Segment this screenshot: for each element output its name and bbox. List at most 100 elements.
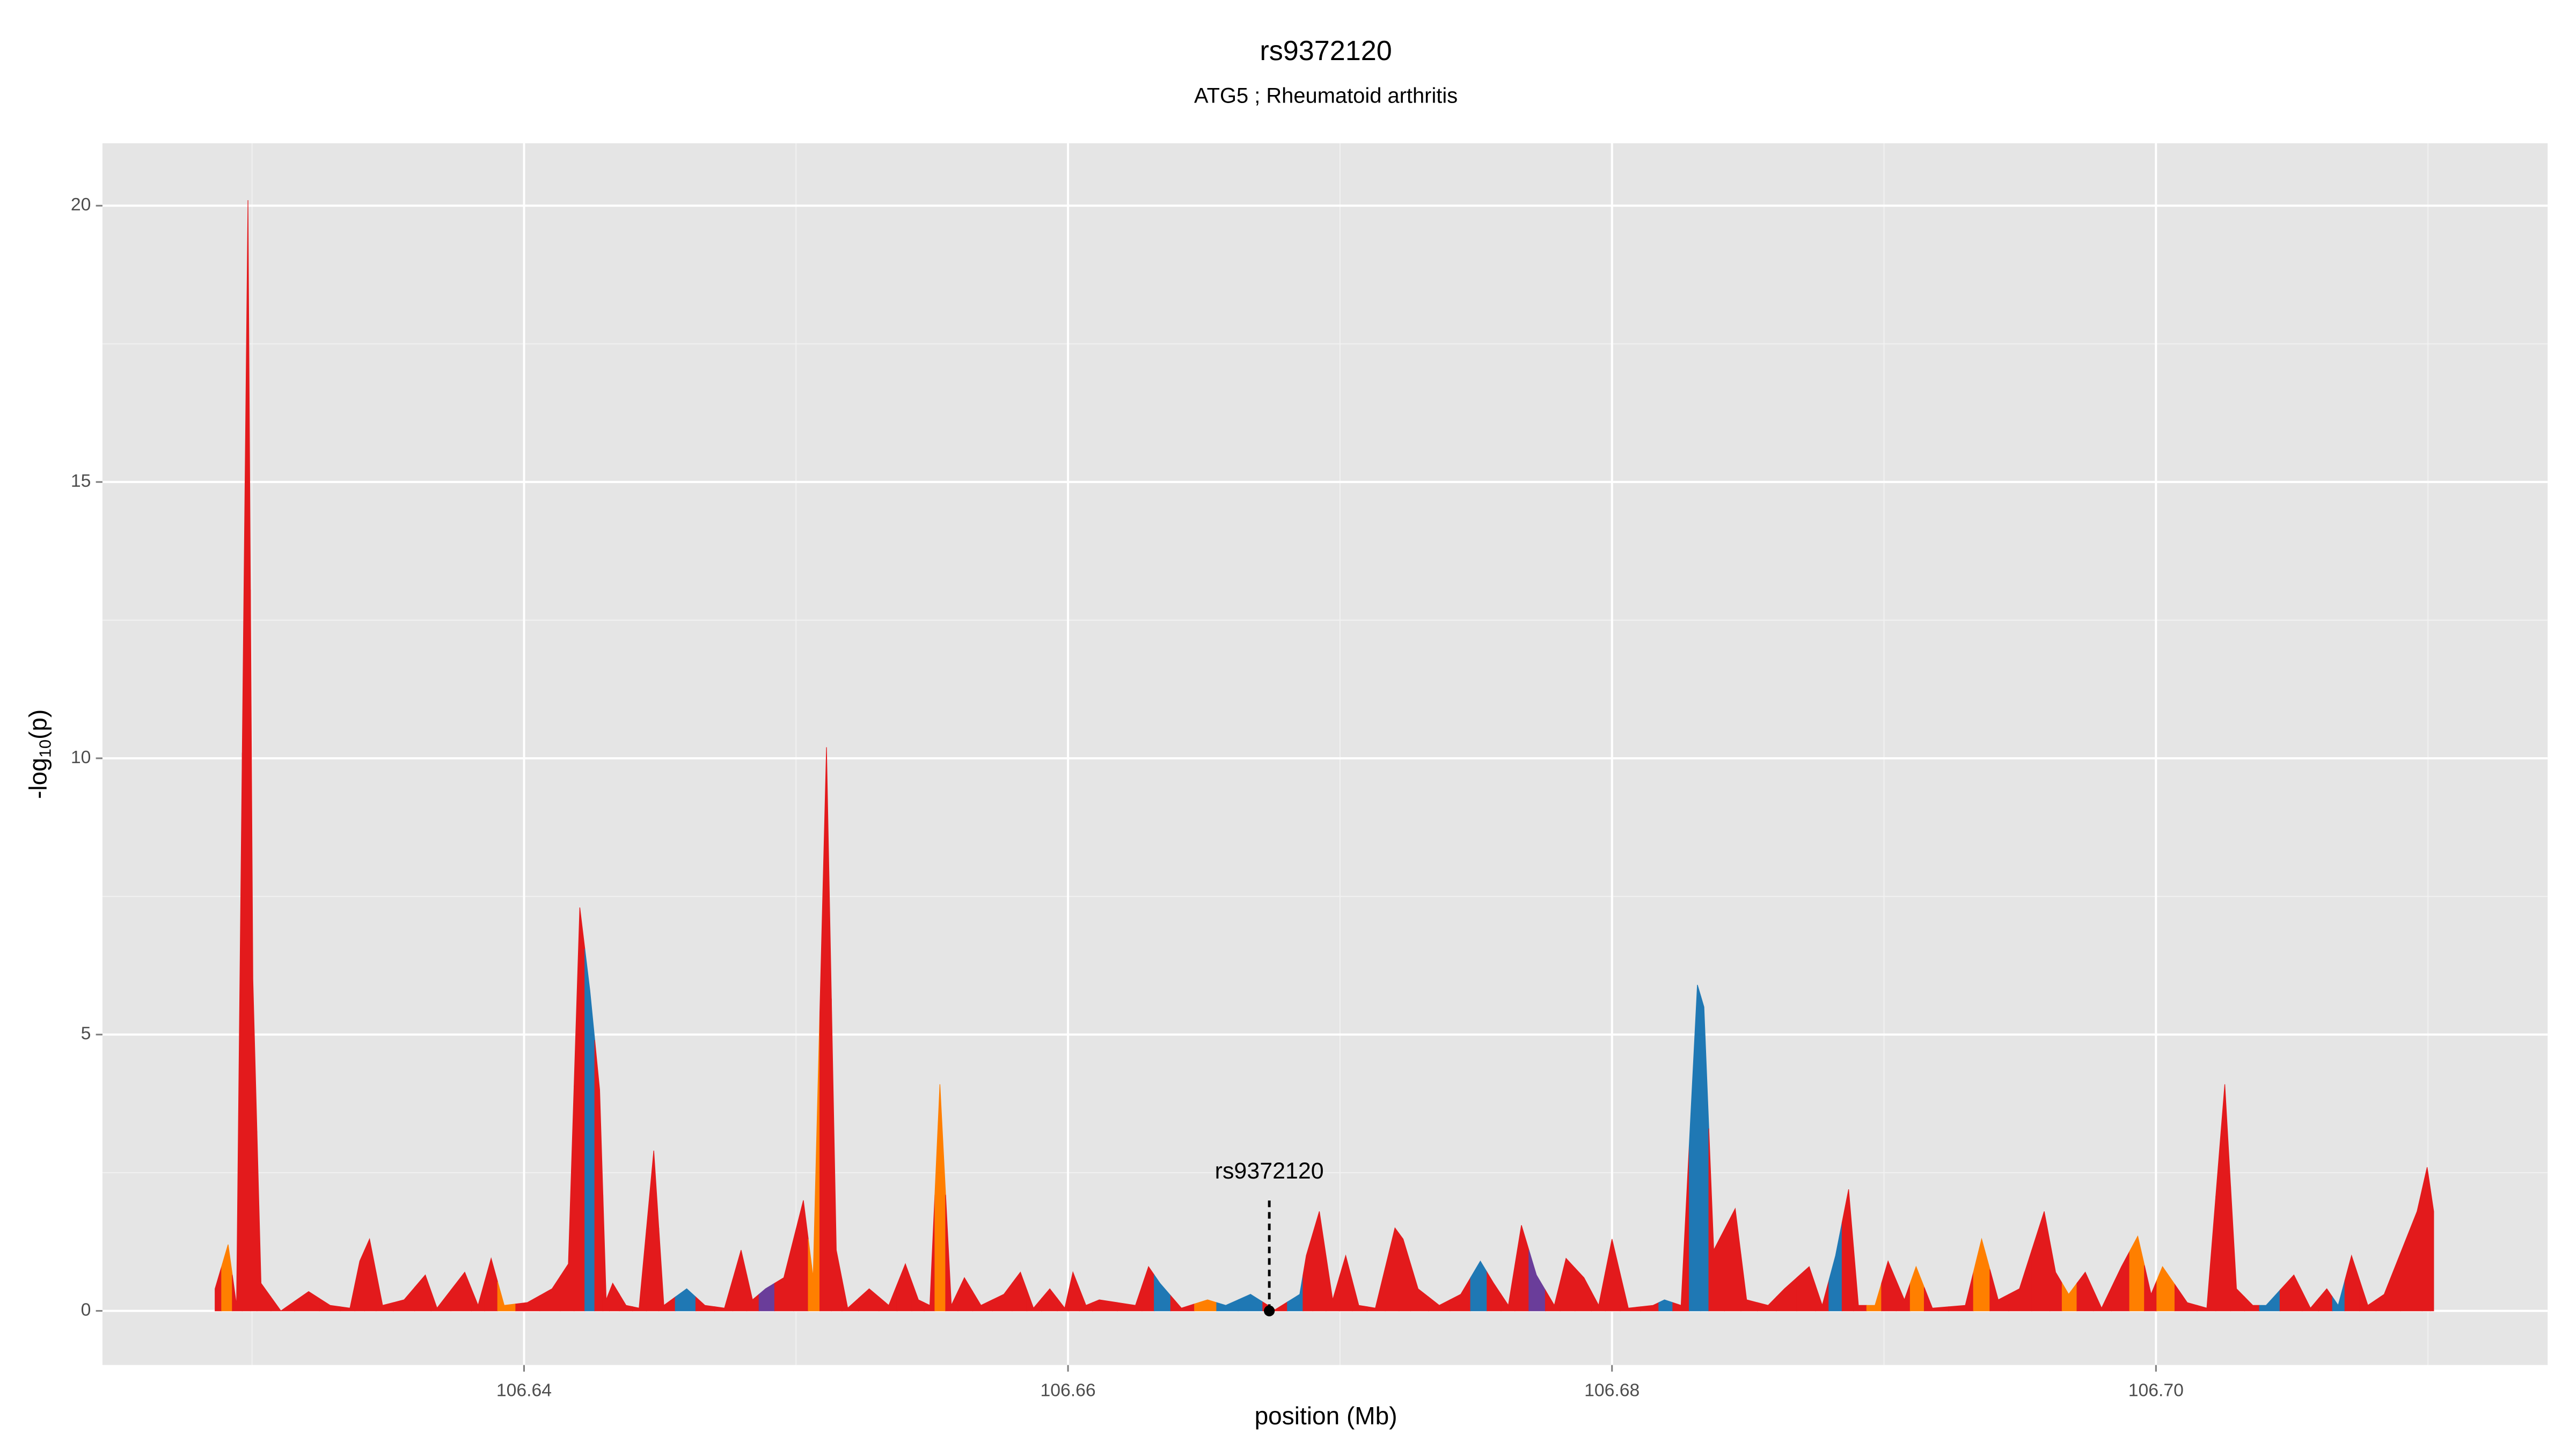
area-segment [1012,1271,1028,1312]
area-segment [1470,1260,1488,1312]
area-segment [2129,1235,2145,1312]
x-tick-label: 106.64 [496,1380,552,1401]
area-segment [2050,1241,2063,1312]
area-segment [1658,1299,1673,1312]
area-segment [675,1288,697,1312]
y-tick-label: 10 [71,747,91,767]
area-segment [714,1279,734,1312]
grid [102,143,2548,1365]
area-segment [1740,1254,1758,1312]
area-segment [1079,1289,1093,1312]
area-segment [257,1131,272,1312]
area-segment [1170,1294,1195,1312]
x-tick-label: 106.68 [1584,1380,1640,1401]
area-segment [2421,1167,2431,1312]
area-segment [1487,1271,1502,1312]
area-segment [1287,1275,1304,1312]
area-segment [609,1282,620,1312]
area-segment [471,1282,485,1312]
area-segment [1815,1280,1829,1312]
x-tick-label: 106.66 [1040,1380,1095,1401]
area-segment [241,200,251,1312]
area-segment [1620,1273,1641,1312]
area-segment [393,1286,415,1312]
area-segment [1057,1290,1070,1312]
area-segment [1428,1296,1451,1312]
area-segment [1973,1238,1990,1312]
area-segment [831,998,843,1312]
area-segment [658,1228,676,1312]
area-segment [221,1244,233,1312]
area-segment [1238,1294,1263,1312]
area-segment [584,949,595,1312]
area-segment [2093,1287,2112,1312]
area-segment [793,1200,809,1312]
area-segment [339,1284,355,1312]
area-segment [354,1250,365,1312]
area-segment [1338,1254,1353,1312]
area-segment [2318,1288,2333,1312]
area-segment [1399,1232,1411,1312]
area-segment [732,1250,748,1312]
area-segment [2375,1253,2401,1312]
area-segment [484,1257,498,1312]
area-segment [1853,1247,1867,1312]
area-segment [808,1012,821,1312]
area-segment [250,589,258,1312]
area-segment [1302,1233,1313,1312]
area-segment [1528,1250,1546,1312]
y-tick-label: 0 [81,1300,91,1320]
area-segment [2430,1189,2434,1312]
chart-title: rs9372120 [1260,35,1392,67]
area-segment [2061,1282,2077,1312]
area-segment [2111,1251,2130,1312]
area-segment [1689,984,1701,1312]
area-segment [574,907,586,1312]
area-segment [1866,1283,1882,1312]
area-segment [1923,1287,1950,1312]
area-segment [594,1040,604,1312]
area-segment [1092,1299,1118,1312]
area-segment [934,1084,946,1312]
area-marks: rs9372120 [215,200,2434,1316]
chart-subtitle: ATG5 ; Rheumatoid arthritis [1194,84,1458,108]
y-axis-label-text: -log [24,758,52,799]
area-segment [896,1263,912,1312]
area-segment [414,1274,432,1312]
area-segment [972,1290,993,1312]
area-segment [450,1271,472,1312]
area-segment [1948,1272,1974,1312]
annotation-label: rs9372120 [1215,1158,1324,1184]
area-segment [430,1289,451,1312]
area-segment [1514,1225,1529,1312]
area-segment [539,1275,561,1312]
area-segment [364,1238,377,1312]
area-segment [2344,1254,2360,1312]
area-segment [1501,1265,1516,1312]
area-segment [376,1272,394,1312]
area-segment [758,1283,775,1312]
area-segment [1450,1276,1471,1312]
area-segment [2215,1084,2231,1312]
area-segment [2332,1280,2345,1312]
area-segment [2174,1283,2198,1312]
area-segment [1069,1271,1080,1312]
area-segment [2230,1186,2245,1312]
area-segment [2259,1289,2281,1312]
area-segment [1881,1260,1897,1312]
y-axis-label-subscript: 10 [36,740,55,758]
area-segment [2279,1274,2303,1312]
area-segment [2156,1265,2176,1312]
x-axis-label: position (Mb) [1255,1402,1397,1430]
area-segment [819,747,832,1312]
area-segment [232,752,243,1312]
area-segment [1640,1302,1659,1312]
area-segment [1041,1288,1058,1312]
area-segment [294,1291,320,1312]
area-segment [992,1282,1013,1312]
area-segment [695,1296,715,1312]
area-segment [619,1293,633,1312]
y-tick-label: 15 [71,471,91,491]
y-axis-label: -log10(p) [24,709,54,799]
